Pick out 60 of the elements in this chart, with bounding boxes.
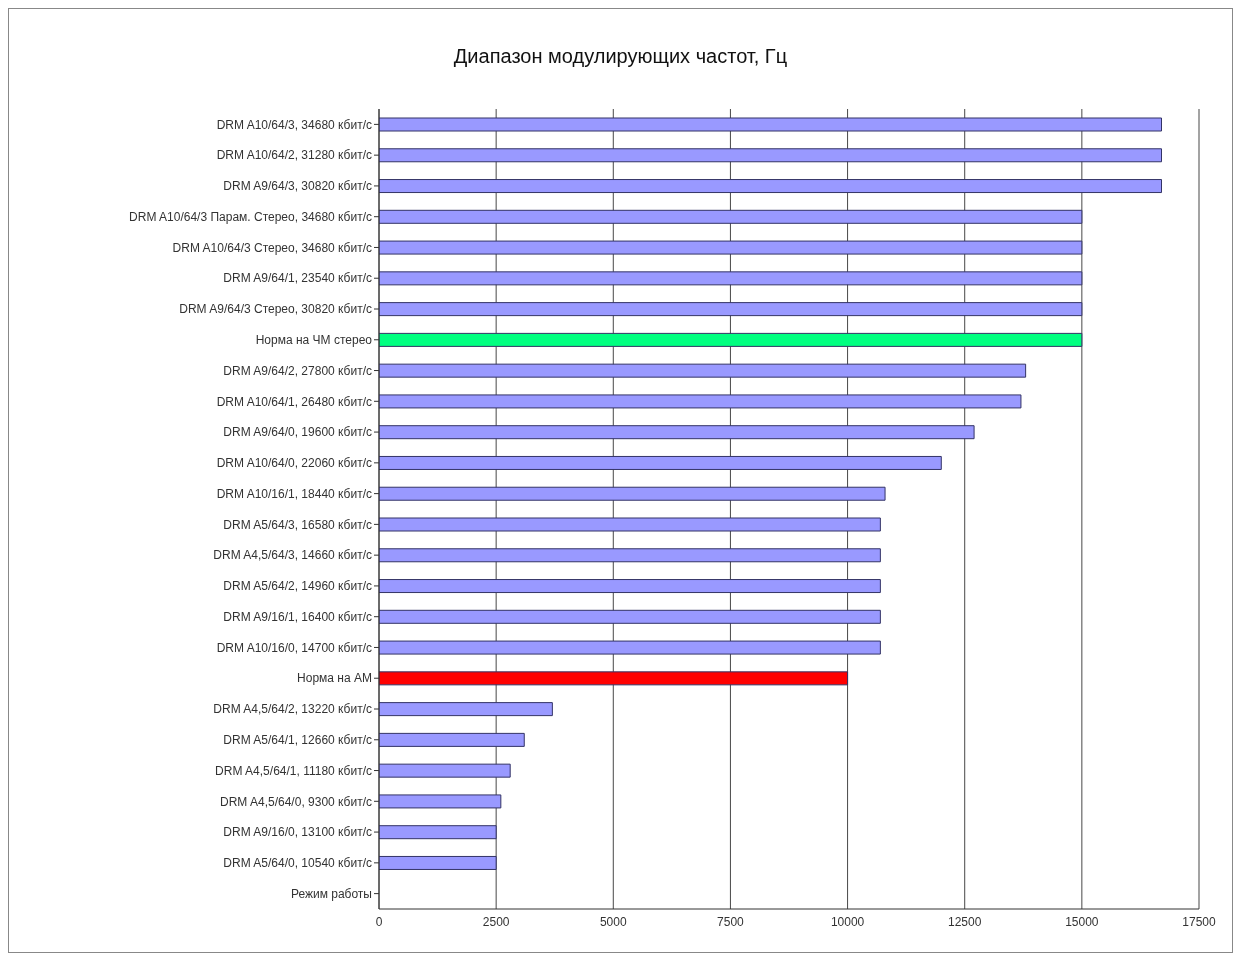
y-tick-label: DRM A5/64/1, 12660 кбит/с <box>223 733 372 748</box>
bar <box>379 763 511 778</box>
y-tick-label: DRM A10/64/1, 26480 кбит/с <box>216 394 372 409</box>
y-tick-label: DRM A4,5/64/0, 9300 кбит/с <box>220 794 372 809</box>
y-tick-label: DRM A4,5/64/1, 11180 кбит/с <box>215 763 372 778</box>
y-tick-label: DRM A10/64/3 Парам. Стерео, 34680 кбит/с <box>129 209 372 224</box>
y-tick-label: Норма на ЧМ стерео <box>255 333 373 348</box>
y-tick-label: DRM A10/16/0, 14700 кбит/с <box>216 640 372 655</box>
bar <box>379 671 849 686</box>
y-tick-label: Режим работы <box>290 886 372 901</box>
y-tick-label: DRM A9/64/3, 30820 кбит/с <box>223 179 372 194</box>
bar <box>379 517 881 532</box>
y-tick-label: DRM A10/64/0, 22060 кбит/с <box>216 456 372 471</box>
bar <box>379 148 1163 163</box>
bar <box>379 732 525 747</box>
y-tick-label: DRM A5/64/3, 16580 кбит/с <box>223 517 372 532</box>
y-tick-label: DRM A10/64/2, 31280 кбит/с <box>216 148 372 163</box>
bar <box>379 548 881 563</box>
y-tick-label: DRM A9/64/3 Стерео, 30820 кбит/с <box>179 302 372 317</box>
chart-title: Диапазон модулирующих частот, Гц <box>452 45 789 68</box>
bar <box>379 640 881 655</box>
bar <box>379 425 975 440</box>
bar <box>379 825 497 840</box>
bar <box>379 455 942 470</box>
x-tick-label: 12500 <box>948 914 982 929</box>
bar <box>379 363 1027 378</box>
bar <box>379 702 553 717</box>
y-tick-label: DRM A9/64/0, 19600 кбит/с <box>223 425 372 440</box>
y-tick-label: Норма на АМ <box>297 671 372 686</box>
bar <box>379 240 1083 255</box>
x-tick-label: 7500 <box>717 914 745 929</box>
x-tick-label: 15000 <box>1065 914 1099 929</box>
x-tick-label: 5000 <box>599 914 627 929</box>
bar <box>379 794 502 809</box>
y-tick-label: DRM A5/64/0, 10540 кбит/с <box>223 856 372 871</box>
y-tick-label: DRM A9/64/1, 23540 кбит/с <box>223 271 372 286</box>
x-tick-label: 2500 <box>482 914 510 929</box>
bar <box>379 609 881 624</box>
y-tick-label: DRM A9/16/0, 13100 кбит/с <box>223 825 372 840</box>
bar <box>379 855 497 870</box>
x-tick-label: 0 <box>375 914 383 929</box>
bar <box>379 209 1083 224</box>
bar <box>379 117 1163 132</box>
y-tick-label: DRM A9/64/2, 27800 кбит/с <box>223 363 372 378</box>
y-tick-label: DRM A10/16/1, 18440 кбит/с <box>216 486 372 501</box>
y-tick-label: DRM A4,5/64/2, 13220 кбит/с <box>213 702 372 717</box>
y-tick-label: DRM A9/16/1, 16400 кбит/с <box>223 609 372 624</box>
x-tick-label: 17500 <box>1182 914 1217 929</box>
y-tick-label: DRM A10/64/3 Стерео, 34680 кбит/с <box>172 240 372 255</box>
bar <box>379 271 1083 286</box>
bar <box>379 179 1163 194</box>
bar <box>379 394 1022 409</box>
y-tick-label: DRM A4,5/64/3, 14660 кбит/с <box>213 548 372 563</box>
bar <box>379 332 1083 347</box>
bar <box>379 579 881 594</box>
x-tick-label: 10000 <box>830 914 865 929</box>
y-tick-label: DRM A5/64/2, 14960 кбит/с <box>223 579 372 594</box>
bar <box>379 302 1083 317</box>
y-tick-label: DRM A10/64/3, 34680 кбит/с <box>216 117 372 132</box>
bar <box>379 486 886 501</box>
